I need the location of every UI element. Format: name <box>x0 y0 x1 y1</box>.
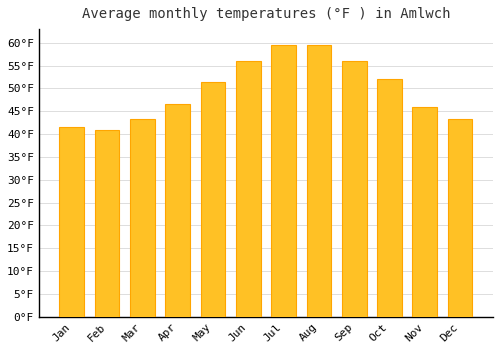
Bar <box>448 119 472 317</box>
Bar <box>306 45 331 317</box>
Title: Average monthly temperatures (°F ) in Amlwch: Average monthly temperatures (°F ) in Am… <box>82 7 450 21</box>
Bar <box>377 79 402 317</box>
Bar <box>60 127 84 317</box>
Bar <box>200 82 226 317</box>
Bar <box>166 104 190 317</box>
Bar <box>412 107 437 317</box>
Bar <box>130 119 155 317</box>
Bar <box>342 61 366 317</box>
Bar <box>271 45 296 317</box>
Bar <box>236 61 260 317</box>
Bar <box>94 131 120 317</box>
